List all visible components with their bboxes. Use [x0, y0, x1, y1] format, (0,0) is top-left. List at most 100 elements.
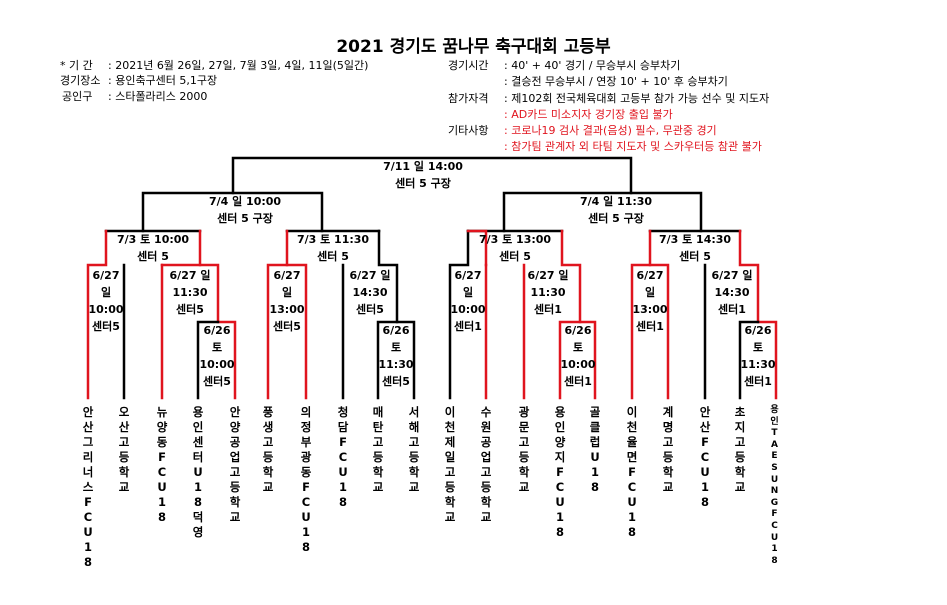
semi-left-bracket-line [141, 191, 324, 233]
team-19: 초지고등학교 [734, 405, 746, 494]
r32-4-bracket [738, 320, 760, 400]
r16-6-label: 6/27 일 11:30 센터1 [516, 267, 580, 318]
r16-5-day: 일 [462, 286, 474, 299]
r16-7-right-leg [648, 263, 670, 400]
team-15: 골클럽U18 [589, 405, 601, 494]
team-16: 이천율면FCU18 [626, 405, 638, 539]
r16-2-label: 6/27 일 11:30 센터5 [158, 267, 222, 318]
team-2: 오산고등학교 [118, 405, 130, 494]
qf4-venue: 센터 5 [679, 250, 711, 263]
r32-3-date: 6/26 [564, 324, 592, 337]
qf4-right-leg [738, 229, 778, 400]
qf4-label: 7/3 토 14:30 센터 5 [645, 231, 745, 265]
team-10: 서해고등학교 [408, 405, 420, 494]
r16-3-time: 13:00 [269, 303, 305, 316]
r16-3-date: 6/27 [273, 269, 301, 282]
team-7: 의정부광동FCU18 [300, 405, 312, 554]
qf3-date: 7/3 토 13:00 [478, 233, 552, 246]
qf1-venue: 센터 5 [137, 250, 169, 263]
r32-2-label: 6/26 토 11:30 센터5 [372, 322, 420, 390]
r32-3-time: 10:00 [560, 358, 596, 371]
r16-1-venue: 센터5 [92, 320, 120, 333]
team-4: 용인센터U18덕영 [192, 405, 204, 539]
r32-2-bracket [376, 320, 399, 400]
qf2-left-leg [266, 229, 289, 400]
semi-right-label: 7/4 일 11:30 센터 5 구장 [566, 193, 666, 227]
r32-1-bracket [196, 320, 220, 400]
r32-2-time: 11:30 [378, 358, 414, 371]
venue-label: 경기장소 [60, 74, 101, 87]
semi-right-date: 7/4 일 11:30 [579, 195, 653, 208]
qf3-left-leg [448, 229, 470, 400]
r16-6-time: 11:30 [530, 286, 566, 299]
eligibility-note: : AD카드 미소지자 경기장 출입 불가 [504, 108, 673, 121]
ball-value: : 스타폴라리스 2000 [108, 90, 208, 103]
r16-5-time: 10:00 [450, 303, 486, 316]
qf2-right-leg [377, 229, 416, 400]
r16-3-day: 일 [281, 286, 293, 299]
r16-8-time: 14:30 [714, 286, 750, 299]
r16-3-venue: 센터5 [273, 320, 301, 333]
eligibility-label: 참가자격 [448, 92, 489, 105]
team-5: 안양공업고등학교 [229, 405, 241, 524]
r16-5-date: 6/27 [454, 269, 482, 282]
r16-1-day: 일 [100, 286, 112, 299]
semi-left-venue: 센터 5 구장 [217, 212, 273, 225]
team-6: 풍생고등학교 [262, 405, 274, 494]
r32-3-day: 토 [572, 341, 584, 354]
time-value-1: : 40' + 40' 경기 / 무승부시 승부차기 [504, 59, 681, 72]
semi-right-bracket-line [502, 191, 703, 233]
r32-2-venue: 센터5 [382, 375, 410, 388]
team-11: 이천제일고등학교 [444, 405, 456, 524]
r16-8-date: 6/27 일 [711, 269, 753, 282]
final-match-label: 7/11 일 14:00 센터 5 구장 [373, 158, 473, 192]
time-value-2: : 결승전 무승부시 / 연장 10' + 10' 후 승부차기 [504, 75, 728, 88]
qf3-right-leg [560, 229, 597, 400]
r16-5-venue: 센터1 [454, 320, 482, 333]
r16-1-time: 10:00 [88, 303, 124, 316]
r32-4-venue: 센터1 [744, 375, 772, 388]
r16-4-date: 6/27 일 [349, 269, 391, 282]
r16-2-venue: 센터5 [176, 303, 204, 316]
qf2-label: 7/3 토 11:30 센터 5 [283, 231, 383, 265]
semi-left-date: 7/4 일 10:00 [208, 195, 282, 208]
team-9: 매탄고등학교 [372, 405, 384, 494]
qf4-date: 7/3 토 14:30 [658, 233, 732, 246]
other-value-1: : 코로나19 검사 결과(음성) 필수, 무관중 경기 [504, 124, 717, 137]
period-value: : 2021년 6월 26일, 27일, 7월 3일, 4일, 11일(5일간) [108, 59, 369, 72]
r32-4-day: 토 [752, 341, 764, 354]
r32-2-date: 6/26 [382, 324, 410, 337]
r16-7-day: 일 [644, 286, 656, 299]
page-title: 2021 경기도 꿈나무 축구대회 고등부 [336, 37, 611, 57]
r32-3-venue: 센터1 [564, 375, 592, 388]
r16-2-date: 6/27 일 [169, 269, 211, 282]
r16-7-venue: 센터1 [636, 320, 664, 333]
r32-3-label: 6/26 토 10:00 센터1 [554, 322, 602, 390]
r32-1-venue: 센터5 [203, 375, 231, 388]
semi-right-venue: 센터 5 구장 [588, 212, 644, 225]
r32-2-day: 토 [390, 341, 402, 354]
team-20: 용인TAESUNGFCU18 [770, 405, 779, 566]
team-17: 계명고등학교 [662, 405, 674, 494]
qf1-date: 7/3 토 10:00 [116, 233, 190, 246]
r16-8-venue: 센터1 [718, 303, 746, 316]
team-8: 청담FCU18 [337, 405, 349, 509]
r16-8-label: 6/27 일 14:30 센터1 [700, 267, 764, 318]
r32-3-bracket [558, 320, 582, 400]
team-14: 용인양지FCU18 [554, 405, 566, 539]
semi-left-label: 7/4 일 10:00 센터 5 구장 [195, 193, 295, 227]
r32-1-label: 6/26 토 10:00 센터5 [193, 322, 241, 390]
qf3-left-red [466, 229, 488, 267]
qf2-venue: 센터 5 [317, 250, 349, 263]
qf4-left-leg [630, 229, 652, 400]
team-12: 수원공업고등학교 [480, 405, 492, 524]
other-value-2: : 참가팀 관계자 외 타팀 지도자 및 스카우터등 참관 불가 [504, 140, 762, 153]
r32-4-date: 6/26 [744, 324, 772, 337]
qf3-venue: 센터 5 [499, 250, 531, 263]
r16-7-date: 6/27 [636, 269, 664, 282]
final-date: 7/11 일 14:00 [383, 160, 463, 173]
r32-4-label: 6/26 토 11:30 센터1 [734, 322, 782, 390]
qf1-label: 7/3 토 10:00 센터 5 [103, 231, 203, 265]
r16-4-label: 6/27 일 14:30 센터5 [338, 267, 402, 318]
